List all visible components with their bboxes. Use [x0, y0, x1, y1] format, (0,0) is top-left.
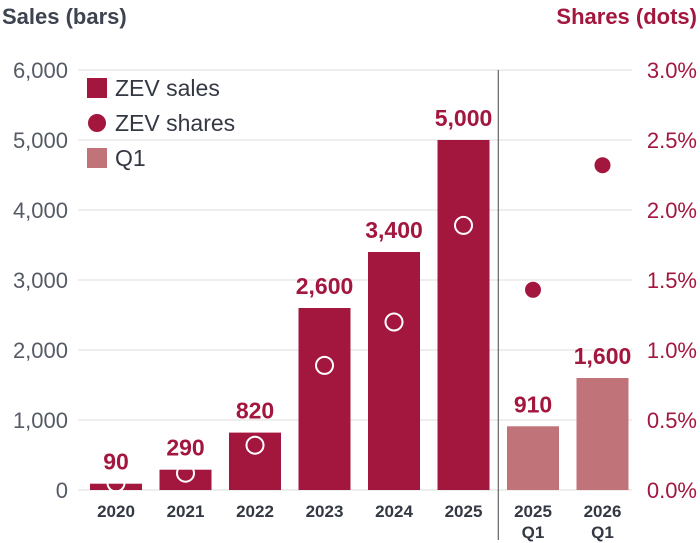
bar: [90, 483, 142, 490]
y-left-tick-label: 6,000: [13, 58, 68, 83]
y-left-tick-label: 2,000: [13, 338, 68, 363]
share-dot: [594, 157, 611, 174]
bar: [159, 469, 212, 490]
y-right-axis-title: Shares (dots): [556, 4, 697, 29]
legend-label: Q1: [115, 145, 146, 171]
data-label: 3,400: [365, 217, 423, 243]
data-label: 90: [103, 449, 129, 475]
y-left-tick-label: 3,000: [13, 268, 68, 293]
y-right-tick-label: 2.5%: [647, 128, 697, 153]
category-labels: 2020 2021 2022 2023 2024 2025 2025 Q1 2026 Q1: [97, 502, 621, 542]
bars: [90, 140, 629, 490]
legend-label: ZEV sales: [115, 75, 220, 101]
y-right-tick-label: 1.5%: [647, 268, 697, 293]
bar: [368, 252, 420, 490]
bar: [298, 308, 351, 490]
category-label: Q1: [591, 523, 614, 542]
category-label: 2020: [97, 502, 135, 521]
share-dot: [176, 463, 195, 483]
share-dot: [525, 281, 541, 298]
data-label: 5,000: [435, 105, 493, 131]
share-dot: [454, 215, 473, 235]
category-label: 2022: [236, 502, 274, 521]
data-label: 2,600: [296, 273, 354, 299]
y-left-tick-label: 4,000: [13, 198, 68, 223]
share-dot: [245, 435, 265, 455]
data-label: 820: [236, 398, 274, 424]
y-right-tick-label: 0.0%: [647, 478, 697, 503]
y-right-tick-label: 1.0%: [647, 338, 697, 363]
y-right-tick-label: 0.5%: [647, 408, 697, 433]
data-label: 290: [166, 435, 204, 461]
legend-swatch: [87, 78, 107, 98]
y-left-tick-label: 1,000: [13, 408, 68, 433]
category-label: 2021: [167, 502, 205, 521]
y-left-tick-label: 5,000: [13, 128, 68, 153]
legend-label: ZEV shares: [115, 110, 235, 136]
y-right-ticks: 0.0% 0.5% 1.0% 1.5% 2.0% 2.5% 3.0%: [647, 58, 697, 503]
bar: [576, 378, 629, 490]
category-label: 2025: [514, 502, 552, 521]
legend-swatch: [88, 114, 106, 132]
y-right-tick-label: 3.0%: [647, 58, 697, 83]
share-dot: [384, 312, 404, 332]
bar: [229, 432, 281, 490]
bar: [437, 140, 490, 490]
category-label: 2025: [445, 502, 483, 521]
category-label: Q1: [522, 523, 545, 542]
gridlines: [78, 69, 632, 491]
data-label: 1,600: [574, 343, 632, 369]
legend: ZEV sales ZEV shares Q1: [87, 75, 235, 171]
y-left-axis-title: Sales (bars): [2, 4, 127, 29]
data-labels: 90 290 820 2,600 3,400 5,000 910 1,600: [103, 105, 631, 475]
y-left-tick-label: 0: [56, 478, 68, 503]
data-label: 910: [514, 391, 552, 417]
share-dot: [315, 355, 334, 375]
bar: [507, 426, 559, 490]
share-dots: [106, 157, 611, 493]
category-label: 2023: [306, 502, 344, 521]
category-label: 2026: [584, 502, 622, 521]
category-label: 2024: [375, 502, 413, 521]
share-dot: [106, 473, 126, 493]
legend-swatch: [87, 148, 107, 168]
y-right-tick-label: 2.0%: [647, 198, 697, 223]
y-left-ticks: 0 1,000 2,000 3,000 4,000 5,000 6,000: [13, 58, 68, 503]
